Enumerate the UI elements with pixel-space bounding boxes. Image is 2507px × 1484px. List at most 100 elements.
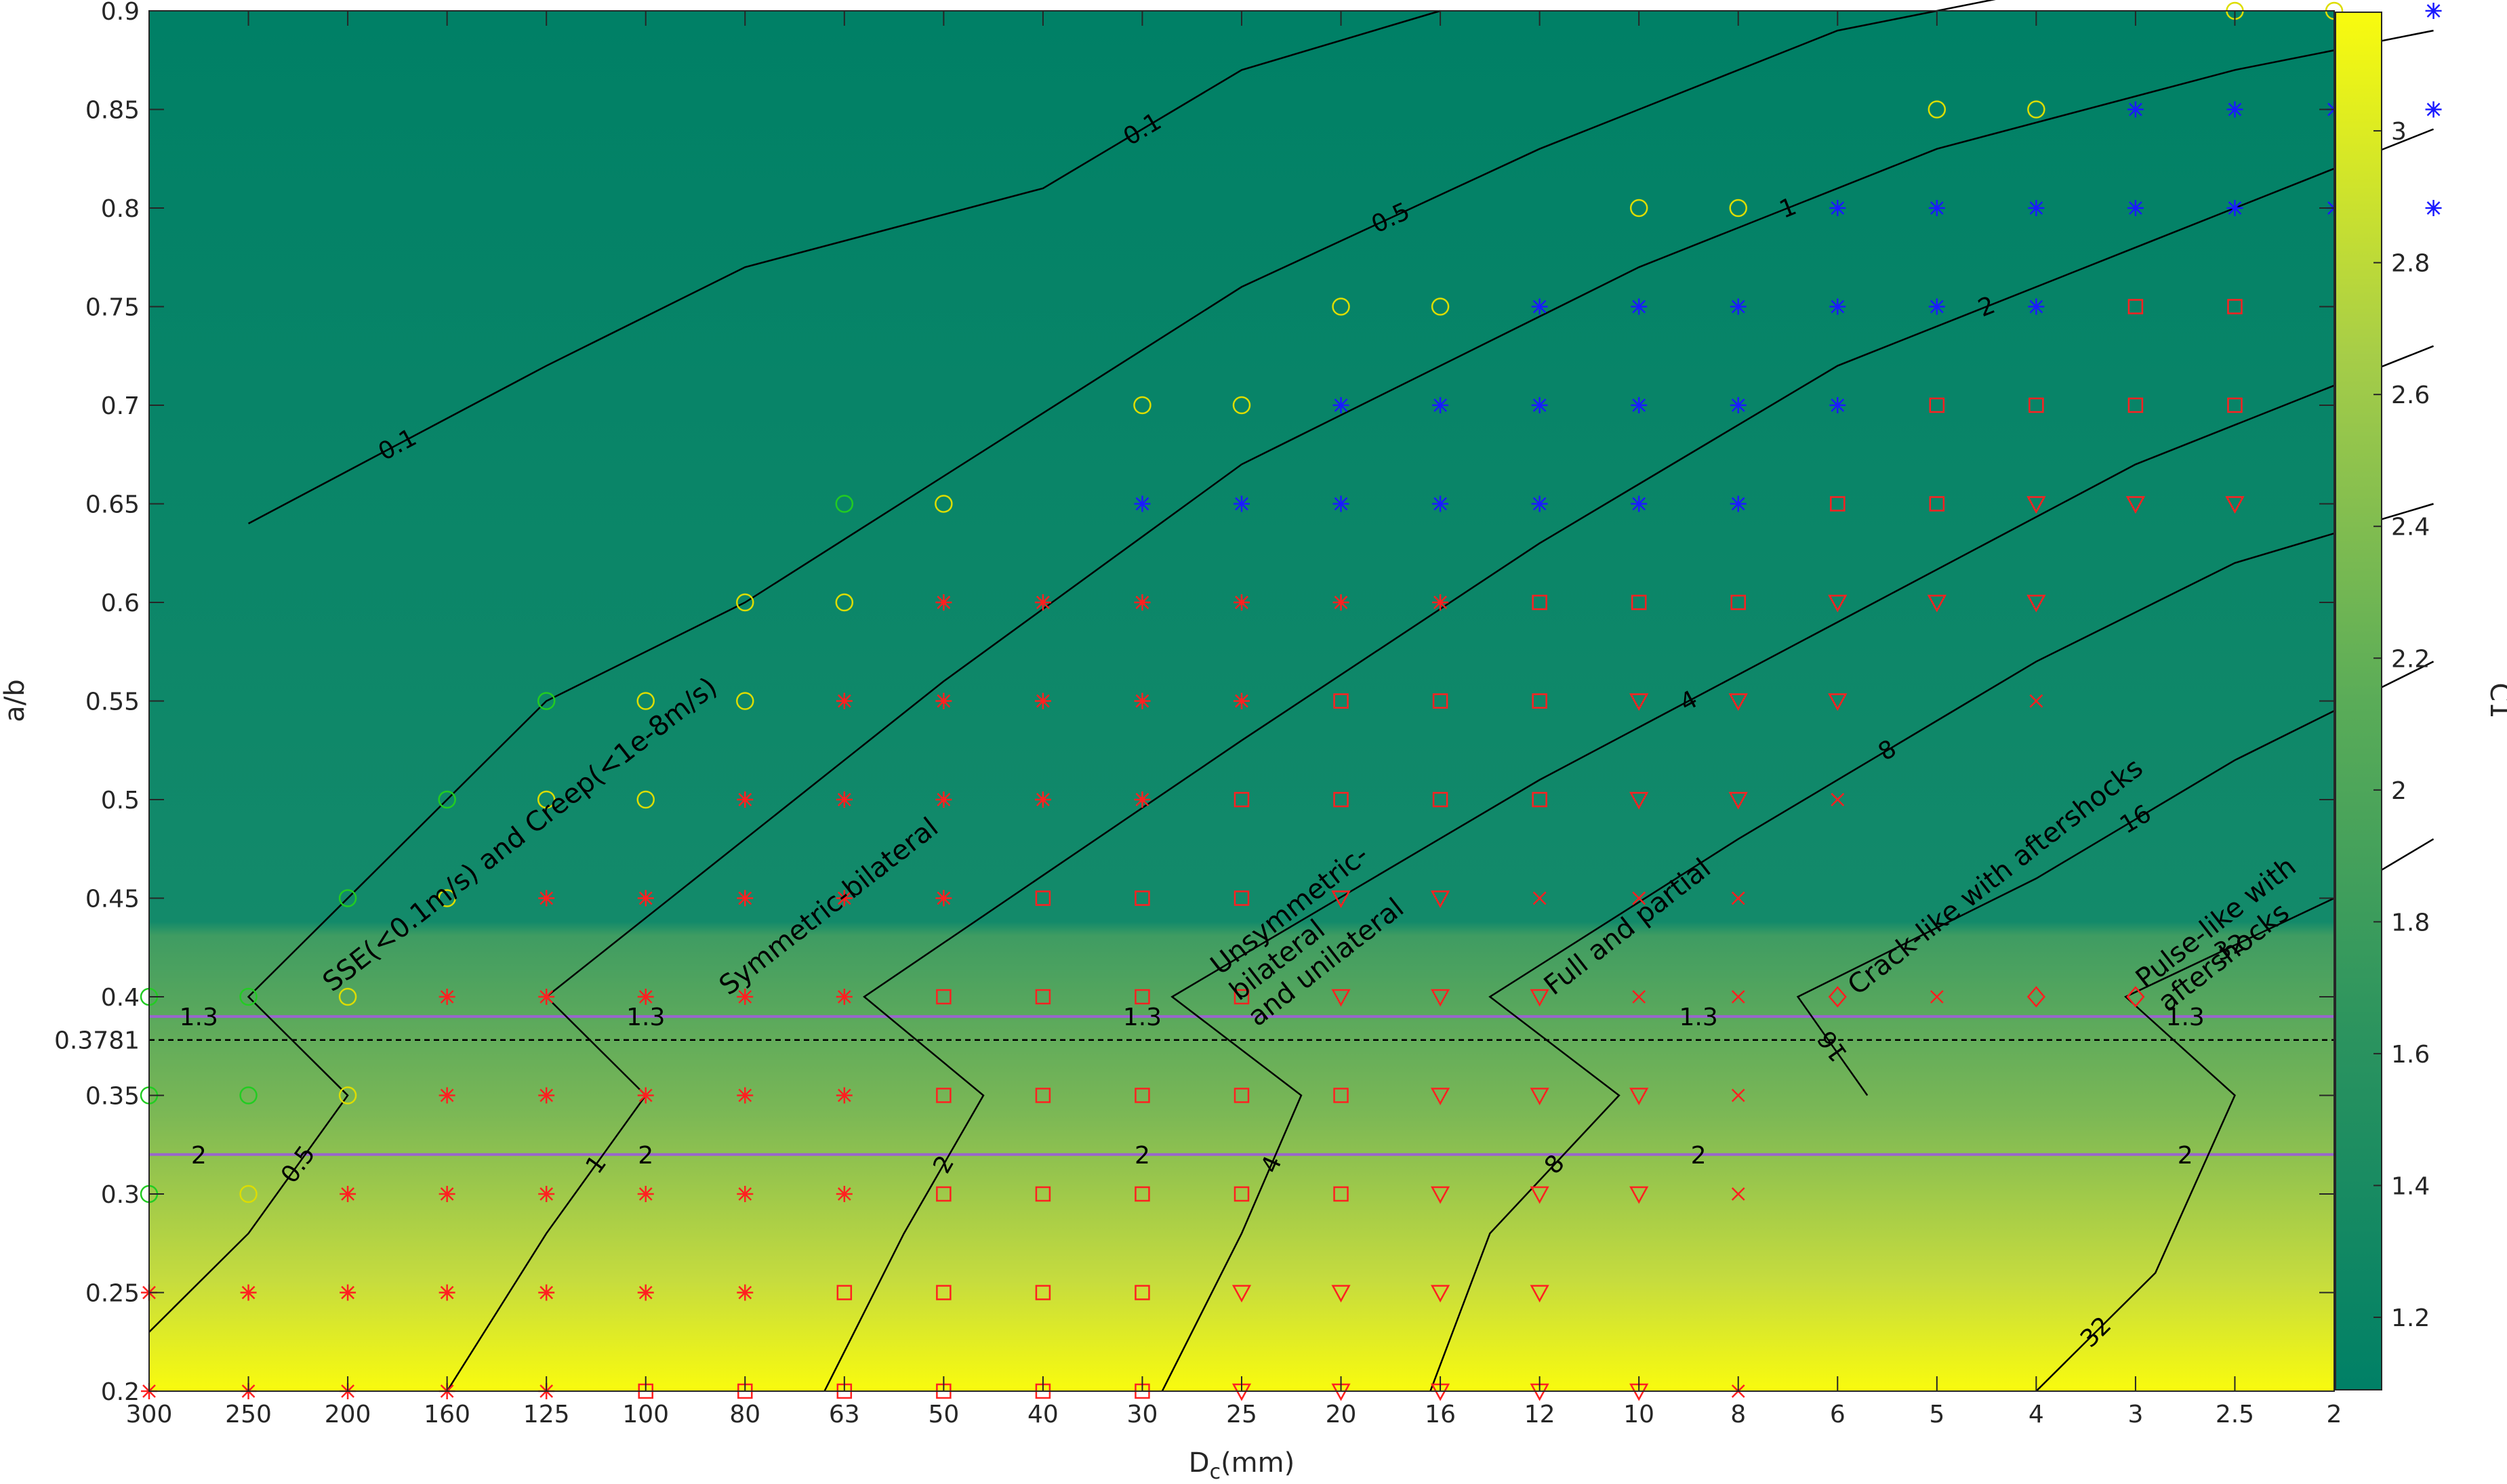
marker-triangle (1530, 989, 1549, 1007)
marker-asterisk (2028, 298, 2045, 315)
marker-square (1333, 1088, 1349, 1103)
marker-square (1135, 1088, 1150, 1103)
marker-triangle (1231, 1285, 1252, 1303)
marker-square (2029, 397, 2044, 413)
marker-circle (239, 1184, 258, 1203)
colorbar-label: C1 (2484, 682, 2507, 718)
marker-square (1035, 1088, 1051, 1103)
x-tick-label: 125 (523, 1401, 570, 1428)
x-tick-label: 16 (1425, 1401, 1456, 1428)
x-tick-label: 40 (1027, 1401, 1059, 1428)
marker-asterisk (1234, 594, 1250, 611)
colorbar-tick-label: 1.8 (2391, 909, 2430, 936)
x-tick-label: 5 (1929, 1401, 1944, 1428)
marker-asterisk (1631, 397, 1648, 413)
y-tick-label: 0.2 (101, 1378, 140, 1406)
y-tick-label: 0.7 (101, 392, 140, 420)
c1-contour-lines: 1.3 1.3 1.3 1.3 1.3 2 2 2 2 2 (149, 1004, 2334, 1170)
colorbar-tick-label: 2 (2391, 777, 2407, 805)
marker-asterisk (836, 989, 853, 1005)
x-tick-label: 80 (729, 1401, 760, 1428)
marker-square (1035, 989, 1051, 1005)
marker-asterisk (1134, 693, 1151, 709)
marker-cross (1532, 891, 1547, 905)
marker-square (1730, 594, 1746, 611)
y-tick-label: 0.75 (85, 294, 140, 322)
marker-circle (1431, 297, 1450, 316)
y-tick-label: 0.25 (85, 1280, 140, 1308)
marker-square (936, 1285, 952, 1300)
marker-circle (2027, 100, 2045, 119)
marker-asterisk (1829, 298, 1846, 315)
colorbar-tick-label: 1.6 (2391, 1041, 2430, 1069)
colorbar-tick-label: 2.6 (2391, 382, 2430, 409)
contour-line (148, 0, 1996, 1333)
marker-asterisk (935, 791, 952, 808)
marker-asterisk (637, 1186, 654, 1202)
y-axis-ticks: 0.2 0.25 0.3 0.35 0.4 0.45 0.5 0.55 0.6 0.65 0.7 0.… (54, 0, 2334, 1406)
marker-square (1135, 1186, 1150, 1202)
marker-triangle (2125, 496, 2146, 514)
marker-asterisk (737, 890, 754, 907)
marker-triangle (1430, 1285, 1450, 1303)
marker-asterisk (2028, 200, 2045, 216)
marker-square (1135, 989, 1150, 1005)
marker-asterisk (737, 1284, 754, 1301)
colorbar-ticks: 1.2 1.4 1.6 1.8 2 2.2 2.4 2.6 2.8 3 (2373, 118, 2430, 1332)
marker-square (1234, 1088, 1250, 1103)
marker-square (2227, 397, 2243, 413)
marker-circle (1133, 396, 1151, 415)
marker-triangle (1629, 791, 1649, 810)
y-tick-label: 0.55 (85, 688, 140, 716)
marker-asterisk (538, 890, 555, 907)
marker-triangle (1430, 1186, 1450, 1204)
contour-line (247, 9, 1441, 524)
marker-square (1631, 594, 1647, 611)
marker-asterisk (1432, 594, 1449, 611)
marker-circle (736, 692, 754, 710)
marker-square (1035, 1186, 1051, 1202)
marker-square (1929, 397, 1945, 413)
marker-triangle (2026, 496, 2046, 514)
marker-triangle (1828, 594, 1848, 613)
marker-asterisk (1134, 594, 1151, 611)
marker-circle (835, 495, 854, 513)
x-tick-label: 2.5 (2216, 1401, 2254, 1428)
x-tick-label: 300 (126, 1401, 173, 1428)
marker-asterisk (1531, 298, 1548, 315)
marker-triangle (1828, 693, 1848, 712)
y-tick-label-threshold: 0.3781 (54, 1027, 140, 1055)
marker-circle (338, 889, 357, 907)
marker-asterisk (637, 1087, 654, 1104)
marker-cross (1930, 990, 1944, 1004)
marker-cross (1731, 891, 1745, 905)
contour-line (1429, 503, 2434, 1392)
marker-asterisk (737, 1087, 754, 1104)
marker-asterisk (1134, 495, 1151, 512)
marker-asterisk (836, 890, 853, 907)
y-axis-label: a/b (0, 679, 30, 722)
x-tick-label: 20 (1326, 1401, 1357, 1428)
marker-asterisk (538, 1284, 555, 1301)
marker-cross (2029, 694, 2043, 708)
x-tick-label: 12 (1524, 1401, 1555, 1428)
marker-square (1532, 791, 1547, 808)
marker-circle (438, 790, 456, 809)
marker-square (1035, 1285, 1051, 1300)
marker-asterisk (1928, 298, 1945, 315)
marker-asterisk (1829, 200, 1846, 216)
marker-asterisk (1332, 594, 1349, 611)
y-tick-label: 0.4 (101, 984, 140, 1012)
marker-asterisk (1034, 594, 1051, 611)
marker-asterisk (1134, 791, 1151, 808)
marker-square (936, 1186, 952, 1202)
marker-circle (935, 495, 953, 513)
marker-asterisk (836, 1087, 853, 1104)
y-tick-label: 0.5 (101, 787, 140, 815)
marker-asterisk (1034, 693, 1051, 709)
c1-line-label: 1.3 (2166, 1004, 2205, 1031)
x-tick-label: 30 (1127, 1401, 1158, 1428)
marker-triangle (1927, 594, 1947, 613)
marker-square (1532, 693, 1547, 709)
marker-circle (537, 790, 556, 809)
